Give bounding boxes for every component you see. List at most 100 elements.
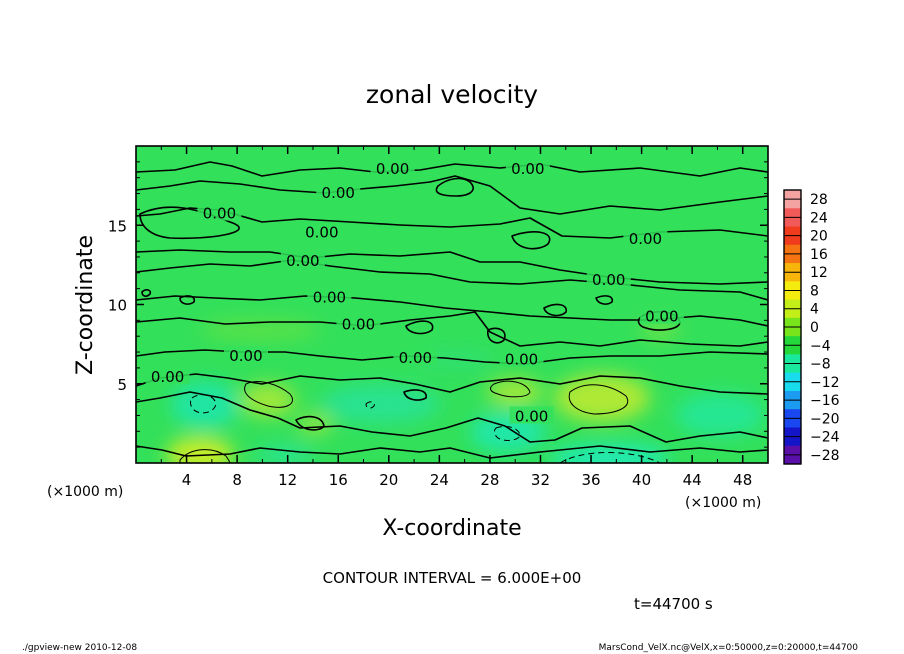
contour-line-zero xyxy=(136,311,768,347)
x-tick-label: 12 xyxy=(278,471,297,489)
colorbar-label: −24 xyxy=(810,430,840,446)
contour-label: 0.00 xyxy=(505,350,538,368)
contour-line-positive xyxy=(568,384,629,415)
contour-line-zero xyxy=(595,295,614,305)
contour-labels: 0.00 0.00 0.00 0.00 0.00 0.00 0.00 0.00 0.00 0.00… xyxy=(145,159,684,425)
pos-region xyxy=(240,383,296,417)
contour-line-negative xyxy=(190,394,217,414)
contour-line-zero xyxy=(136,259,768,301)
contour-label: 0.00 xyxy=(645,308,678,326)
contour-label-bg xyxy=(505,159,550,177)
contour-line-negative xyxy=(365,401,375,409)
contour-label: 0.00 xyxy=(511,160,544,178)
contour-label-bg xyxy=(280,251,325,269)
contour-label: 0.00 xyxy=(629,230,662,248)
contour-label-bg xyxy=(145,366,190,384)
contour-line-zero xyxy=(139,206,240,240)
contour-label-bg xyxy=(307,287,352,305)
contour-label: 0.00 xyxy=(592,271,625,289)
contour-label: 0.00 xyxy=(376,160,409,178)
contour-line-zero xyxy=(487,327,506,344)
colorbar: 28 24 20 16 12 8 4 0 −4 −8 −12 −16 −20 −24 −28 xyxy=(783,189,840,465)
contour-label: 0.00 xyxy=(286,252,319,270)
colorbar-label: 16 xyxy=(810,247,828,263)
contour-label: 0.00 xyxy=(399,349,432,367)
contour-label: 0.00 xyxy=(229,347,262,365)
colorbar-label: 12 xyxy=(810,265,828,281)
contour-label: 0.00 xyxy=(515,407,548,425)
colorbar-label: 28 xyxy=(810,192,828,208)
colorbar-label: −8 xyxy=(810,357,831,373)
colorbar-label: −20 xyxy=(810,411,840,427)
contour-line-zero xyxy=(403,389,427,401)
contour-label-bg xyxy=(316,182,361,200)
contour-line-zero xyxy=(405,320,434,335)
colorbar-label: 0 xyxy=(810,320,819,336)
contour-label-bg xyxy=(393,347,438,365)
x-axis-ticks: 4 8 12 16 20 24 28 32 36 40 44 48 xyxy=(160,146,752,489)
colorbar-label: 20 xyxy=(810,229,828,245)
contour-line-negative xyxy=(494,425,521,441)
contour-label-bg xyxy=(370,159,415,177)
x-tick-label: 20 xyxy=(379,471,398,489)
contour-line-zero xyxy=(136,445,768,459)
field-background xyxy=(136,146,768,463)
contour-label-bg xyxy=(499,349,544,367)
footer-left: ./gpview-new 2010-12-08 xyxy=(22,643,137,653)
contour-label: 0.00 xyxy=(322,184,355,202)
contour-label-bg xyxy=(223,346,268,364)
contour-line-zero xyxy=(511,231,551,250)
chart-title: zonal velocity xyxy=(366,80,538,109)
y-tick-label: 15 xyxy=(108,217,127,235)
contour-line-zero xyxy=(141,289,152,297)
colorbar-label: 24 xyxy=(810,210,828,226)
contour-interval-text: CONTOUR INTERVAL = 6.000E+00 xyxy=(323,569,582,587)
footer-right: MarsCond_VelX.nc@VelX,x=0:50000,z=0:2000… xyxy=(599,643,859,653)
x-tick-label: 16 xyxy=(329,471,348,489)
x-unit-left: (×1000 m) xyxy=(47,484,123,500)
colorbar-label: −12 xyxy=(810,375,840,391)
time-label: t=44700 s xyxy=(634,595,713,613)
pos-region xyxy=(554,374,650,422)
contour-label-bg xyxy=(639,306,684,324)
contour-line-zero xyxy=(136,161,768,177)
contour-line-zero xyxy=(179,295,196,305)
pos-region xyxy=(487,378,543,406)
colorbar-label: 4 xyxy=(810,302,819,318)
contour-label-bg xyxy=(299,222,344,240)
contour-label-bg xyxy=(586,270,631,288)
colorbar-label: −28 xyxy=(810,448,840,464)
contour-label: 0.00 xyxy=(342,316,375,334)
colorbar-label: 8 xyxy=(810,283,819,299)
contour-label: 0.00 xyxy=(305,224,338,242)
x-tick-label: 44 xyxy=(683,471,702,489)
x-tick-label: 4 xyxy=(182,471,192,489)
contour-line-zero xyxy=(136,373,768,395)
x-tick-label: 48 xyxy=(733,471,752,489)
neg-region xyxy=(320,384,440,424)
contour-label: 0.00 xyxy=(203,205,236,223)
contour-label-bg xyxy=(623,228,668,246)
neg-region xyxy=(171,381,239,429)
contour-line-zero xyxy=(295,415,325,431)
contour-label-bg xyxy=(197,203,242,221)
y-axis-label: Z-coordinate xyxy=(73,235,98,375)
x-tick-label: 8 xyxy=(232,471,242,489)
x-tick-label: 24 xyxy=(430,471,449,489)
contour-label-bg xyxy=(336,314,381,332)
x-tick-label: 28 xyxy=(480,471,499,489)
x-axis-label: X-coordinate xyxy=(382,516,521,541)
contour-line-zero xyxy=(136,249,768,285)
contour-line-zero xyxy=(136,175,768,215)
y-axis-ticks: 5 10 15 xyxy=(108,161,768,448)
contour-line-zero xyxy=(435,177,474,197)
x-tick-label: 40 xyxy=(632,471,651,489)
contour-line-zero xyxy=(543,303,567,317)
x-tick-label: 36 xyxy=(581,471,600,489)
plot-area: 0.00 0.00 0.00 0.00 0.00 0.00 0.00 0.00 0.00 0.00… xyxy=(136,146,768,463)
colorbar-label: −4 xyxy=(810,338,831,354)
neg-region xyxy=(675,393,765,437)
colorbar-label: −16 xyxy=(810,393,840,409)
x-unit-right: (×1000 m) xyxy=(685,495,761,511)
y-tick-label: 5 xyxy=(117,376,127,394)
